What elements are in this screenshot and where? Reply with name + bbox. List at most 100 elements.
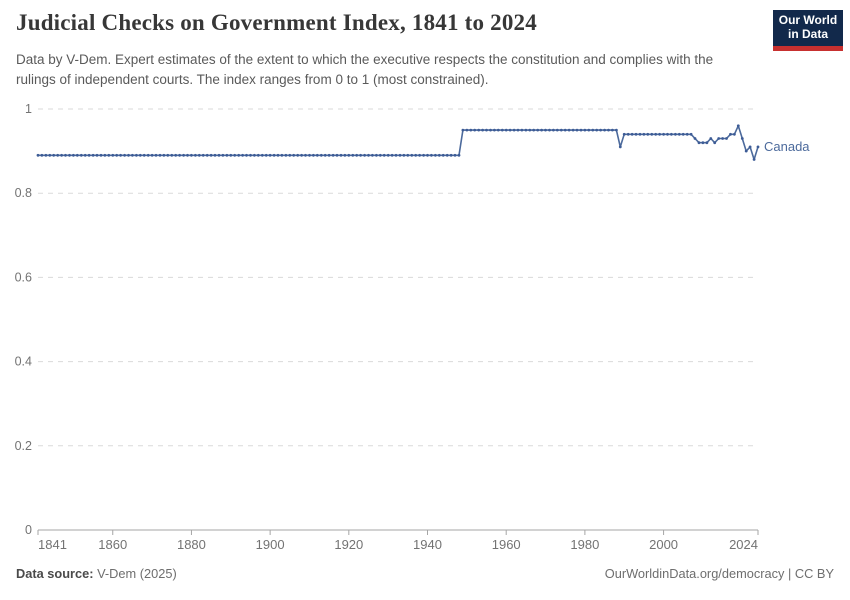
data-point[interactable] — [587, 128, 591, 132]
data-point[interactable] — [308, 153, 311, 157]
data-point[interactable] — [60, 153, 63, 157]
data-point[interactable] — [422, 153, 425, 157]
data-point[interactable] — [221, 153, 225, 157]
data-point[interactable] — [434, 153, 437, 157]
data-point[interactable] — [79, 153, 83, 157]
data-point[interactable] — [528, 128, 532, 132]
data-point[interactable] — [347, 153, 351, 157]
data-point[interactable] — [91, 153, 95, 157]
data-point[interactable] — [323, 153, 327, 157]
data-point[interactable] — [677, 132, 681, 136]
data-point[interactable] — [461, 128, 465, 132]
data-point[interactable] — [115, 153, 119, 157]
data-point[interactable] — [48, 153, 52, 157]
data-point[interactable] — [367, 153, 370, 157]
data-point[interactable] — [44, 153, 48, 157]
data-point[interactable] — [449, 153, 453, 157]
data-point[interactable] — [591, 128, 595, 132]
data-point[interactable] — [327, 153, 331, 157]
data-point[interactable] — [64, 153, 67, 157]
chart-canvas[interactable]: 0 0.2 0.4 0.6 0.8 1 1841 1860 1880 1900 1920 1940 19… — [0, 93, 850, 563]
data-point[interactable] — [701, 141, 705, 145]
data-point[interactable] — [201, 153, 205, 157]
data-point[interactable] — [457, 153, 461, 157]
data-point[interactable] — [131, 153, 134, 157]
data-point[interactable] — [552, 128, 555, 132]
data-point[interactable] — [339, 153, 343, 157]
data-point[interactable] — [752, 158, 756, 161]
data-point[interactable] — [516, 128, 520, 132]
data-point[interactable] — [75, 153, 79, 157]
data-point[interactable] — [406, 153, 410, 157]
data-point[interactable] — [445, 153, 449, 157]
data-point[interactable] — [260, 153, 264, 157]
data-point[interactable] — [355, 153, 359, 157]
data-point[interactable] — [245, 153, 248, 157]
data-point[interactable] — [68, 153, 71, 157]
data-point[interactable] — [382, 153, 386, 157]
data-point[interactable] — [418, 153, 421, 157]
data-point[interactable] — [194, 153, 197, 157]
data-point[interactable] — [190, 153, 193, 157]
series-line[interactable] — [38, 125, 759, 161]
data-point[interactable] — [162, 153, 166, 157]
data-point[interactable] — [634, 132, 638, 136]
data-point[interactable] — [36, 153, 40, 157]
series-canada[interactable] — [36, 124, 760, 161]
data-point[interactable] — [583, 128, 587, 132]
data-point[interactable] — [56, 153, 60, 157]
data-point[interactable] — [555, 128, 559, 132]
data-point[interactable] — [481, 128, 484, 132]
data-point[interactable] — [292, 153, 296, 157]
data-point[interactable] — [674, 132, 677, 136]
data-point[interactable] — [642, 132, 646, 136]
data-point[interactable] — [504, 128, 508, 132]
data-point[interactable] — [276, 153, 280, 157]
data-point[interactable] — [52, 153, 56, 157]
data-point[interactable] — [736, 124, 740, 128]
data-point[interactable] — [284, 153, 288, 157]
data-point[interactable] — [233, 153, 237, 157]
data-point[interactable] — [138, 153, 142, 157]
data-point[interactable] — [319, 153, 323, 157]
data-point[interactable] — [489, 128, 492, 132]
data-point[interactable] — [296, 153, 300, 157]
data-point[interactable] — [437, 153, 441, 157]
data-point[interactable] — [567, 128, 571, 132]
data-point[interactable] — [288, 153, 292, 157]
data-point[interactable] — [729, 132, 732, 136]
data-point[interactable] — [182, 153, 186, 157]
data-point[interactable] — [315, 153, 319, 157]
data-point[interactable] — [563, 128, 567, 132]
data-point[interactable] — [280, 153, 284, 157]
data-point[interactable] — [477, 128, 481, 132]
data-point[interactable] — [170, 153, 174, 157]
data-point[interactable] — [135, 153, 138, 157]
data-point[interactable] — [363, 153, 366, 157]
data-point[interactable] — [744, 149, 748, 153]
data-point[interactable] — [670, 132, 673, 136]
data-point[interactable] — [520, 128, 524, 132]
data-point[interactable] — [256, 153, 260, 157]
data-point[interactable] — [658, 132, 661, 136]
data-point[interactable] — [386, 153, 390, 157]
data-point[interactable] — [331, 153, 335, 157]
data-point[interactable] — [375, 153, 378, 157]
data-point[interactable] — [496, 128, 500, 132]
data-point[interactable] — [343, 153, 347, 157]
data-point[interactable] — [410, 153, 414, 157]
data-point[interactable] — [465, 128, 469, 132]
data-point[interactable] — [618, 145, 622, 149]
data-point[interactable] — [733, 132, 736, 136]
data-point[interactable] — [544, 128, 547, 132]
data-point[interactable] — [615, 128, 618, 132]
data-point[interactable] — [579, 128, 583, 132]
data-point[interactable] — [485, 128, 488, 132]
data-point[interactable] — [398, 153, 402, 157]
data-point[interactable] — [654, 132, 658, 136]
data-point[interactable] — [626, 132, 630, 136]
data-point[interactable] — [493, 128, 496, 132]
data-point[interactable] — [186, 153, 189, 157]
data-point[interactable] — [205, 153, 209, 157]
data-point[interactable] — [740, 137, 744, 140]
